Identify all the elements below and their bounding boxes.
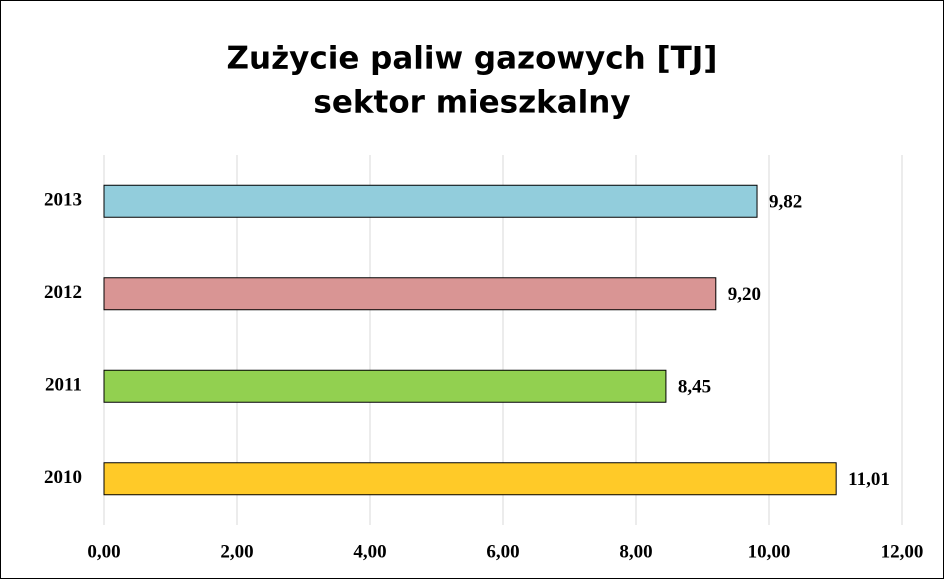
x-tick-label: 4,00: [353, 541, 386, 562]
y-tick-label: 2011: [45, 375, 82, 396]
x-tick-label: 10,00: [748, 541, 791, 562]
y-tick-label: 2010: [44, 467, 82, 488]
data-label: 11,01: [848, 469, 890, 490]
x-tick-label: 6,00: [486, 541, 519, 562]
data-label: 9,82: [769, 192, 802, 213]
data-label: 9,20: [728, 284, 761, 305]
y-tick-label: 2012: [44, 282, 82, 303]
x-tick-label: 8,00: [619, 541, 652, 562]
x-tick-label: 0,00: [87, 541, 120, 562]
bar: [103, 184, 758, 218]
data-label: 8,45: [678, 377, 711, 398]
x-tick-label: 12,00: [881, 541, 924, 562]
y-tick-label: 2013: [44, 190, 82, 211]
bar: [103, 462, 837, 496]
bar: [103, 277, 717, 311]
bar: [103, 369, 667, 403]
chart-subtitle: sektor mieszkalny: [313, 85, 630, 121]
x-tick-label: 2,00: [220, 541, 253, 562]
chart-title: Zużycie paliw gazowych [TJ]: [227, 41, 718, 77]
